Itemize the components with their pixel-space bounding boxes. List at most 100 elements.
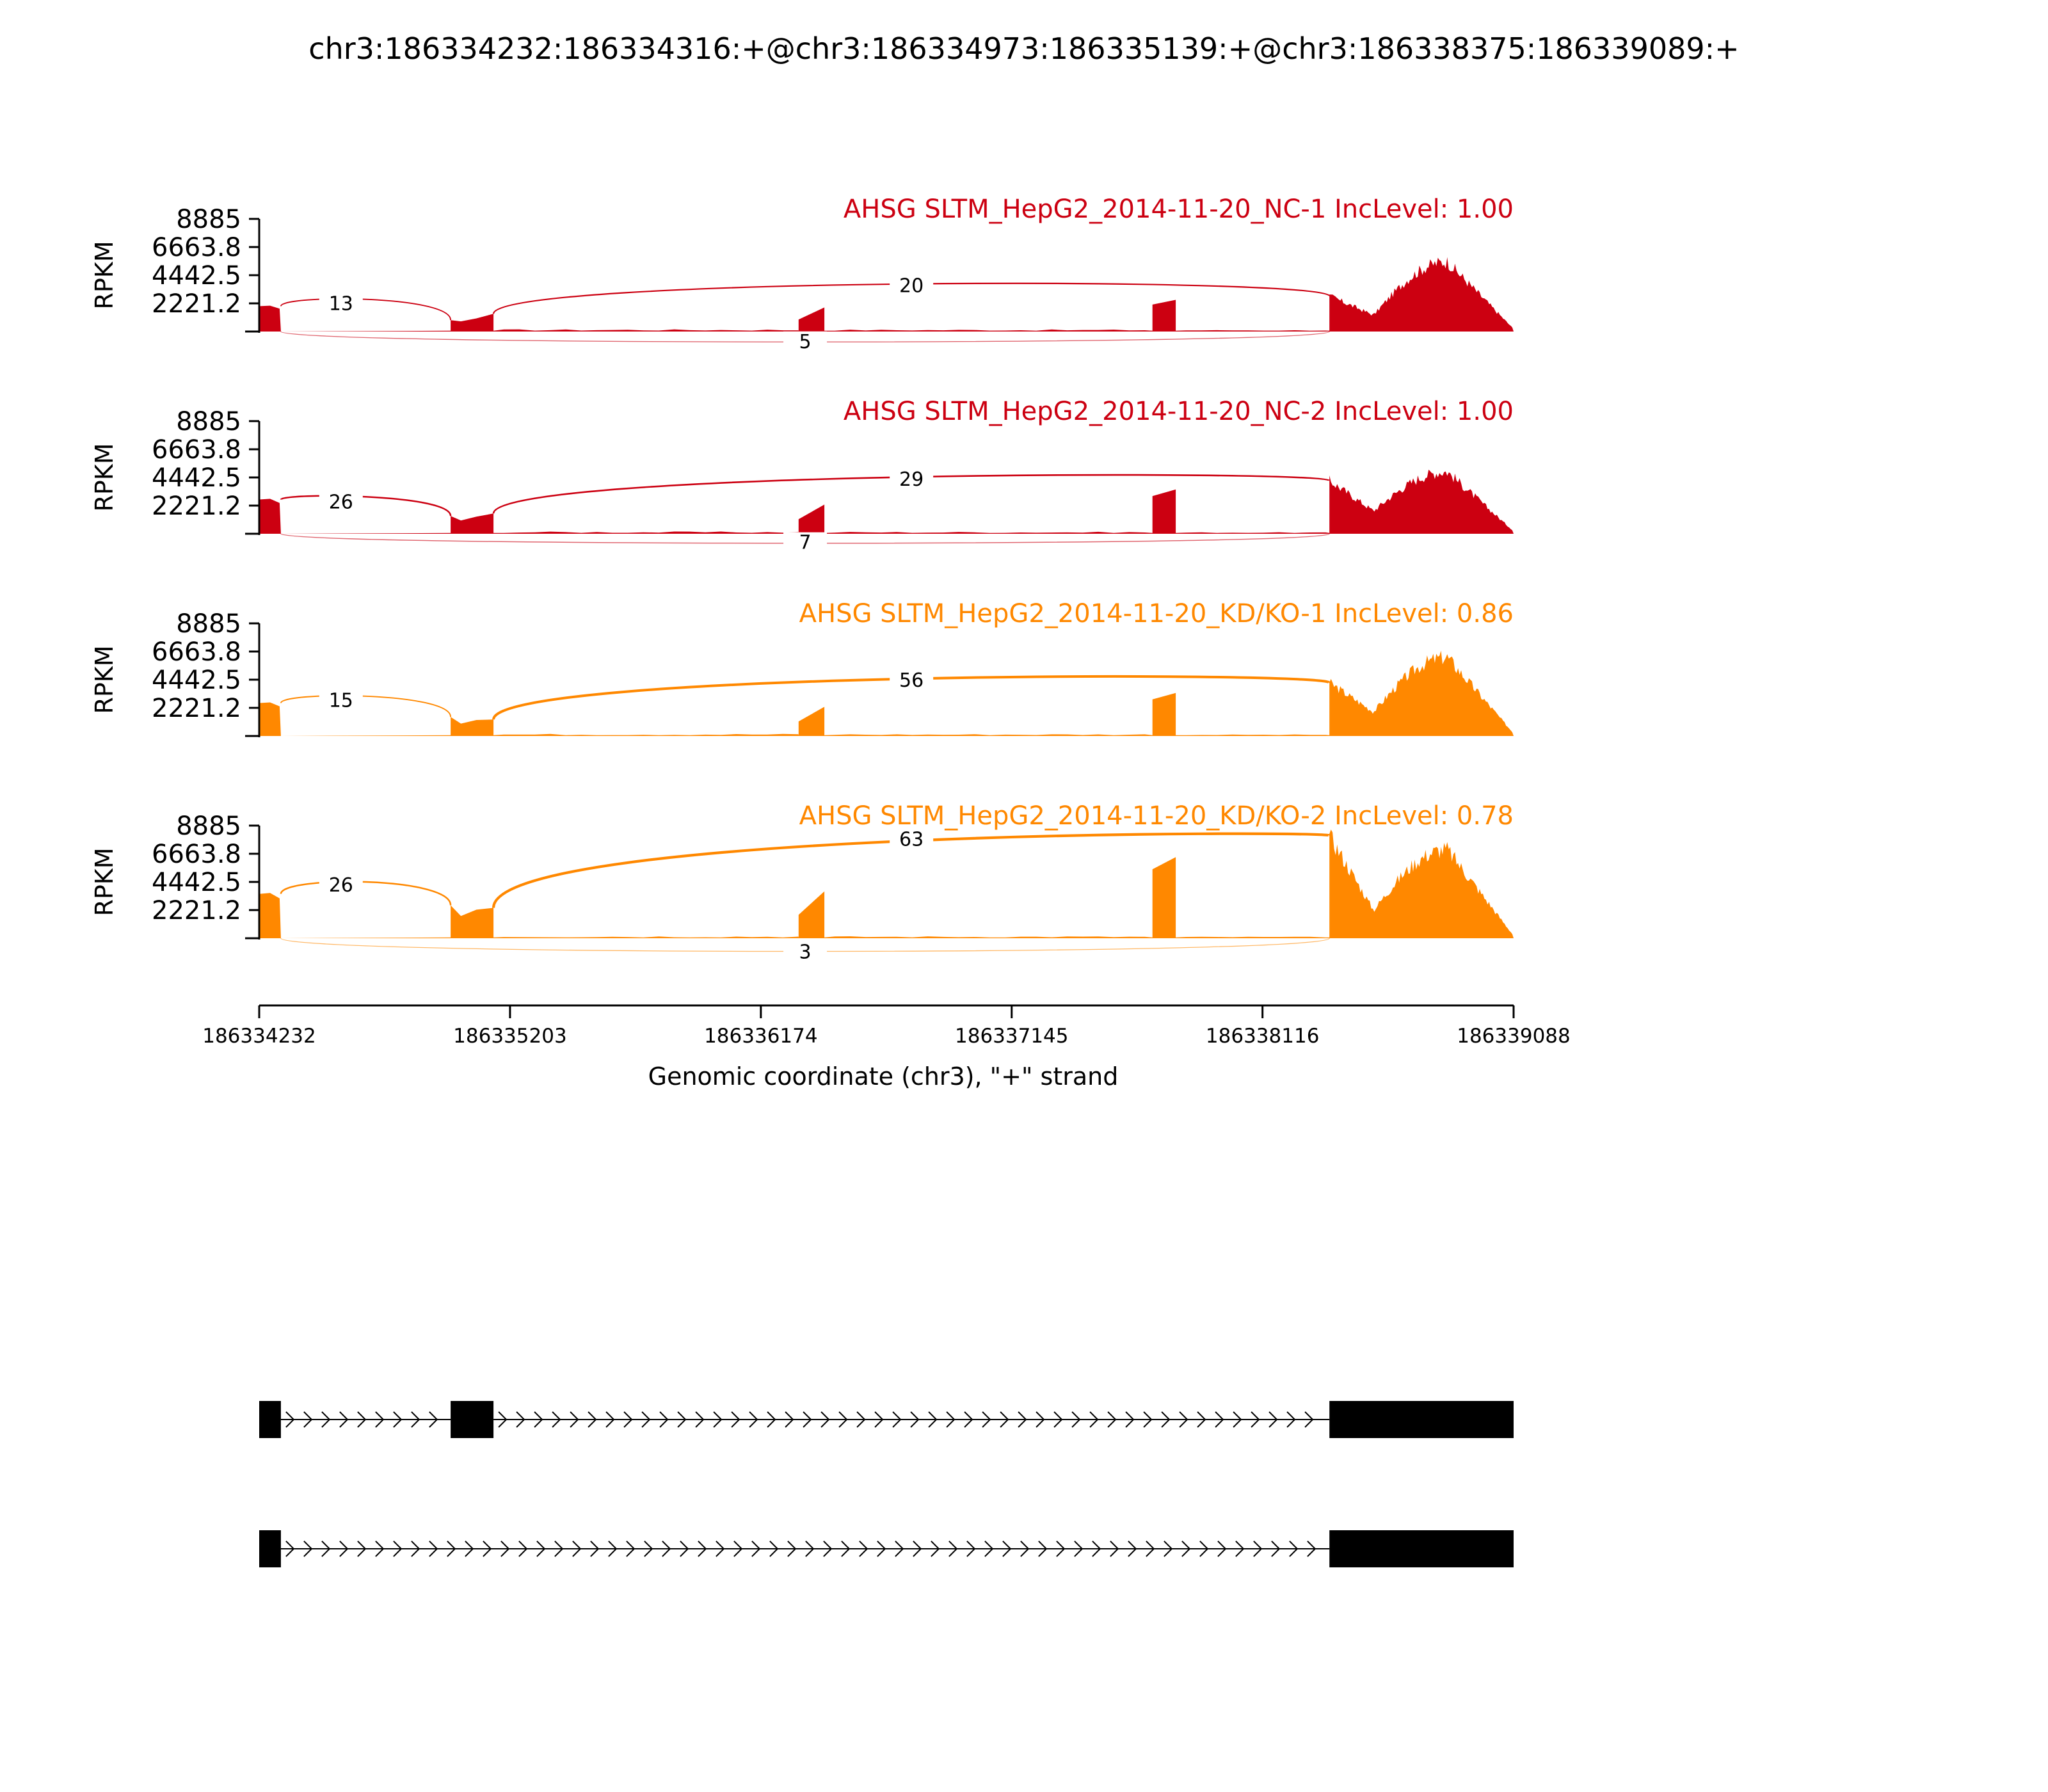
strand-chevron xyxy=(375,1411,385,1428)
strand-chevron xyxy=(1217,1540,1227,1557)
strand-chevron xyxy=(982,1411,991,1428)
strand-chevron xyxy=(751,1540,761,1557)
junction-count: 3 xyxy=(799,941,812,963)
strand-chevron xyxy=(823,1540,833,1557)
strand-chevron xyxy=(767,1411,776,1428)
strand-chevron xyxy=(820,1411,830,1428)
strand-chevron xyxy=(1215,1411,1224,1428)
junction-label-bg xyxy=(319,874,363,898)
strand-chevron xyxy=(1020,1540,1030,1557)
strand-chevron xyxy=(928,1411,938,1428)
strand-chevron xyxy=(785,1411,794,1428)
strand-chevron xyxy=(931,1540,940,1557)
strand-chevron xyxy=(1074,1540,1084,1557)
strand-chevron xyxy=(892,1411,902,1428)
junction-count: 15 xyxy=(329,690,353,712)
strand-chevron xyxy=(1164,1540,1173,1557)
strand-chevron xyxy=(339,1411,349,1428)
strand-chevron xyxy=(500,1540,510,1557)
strand-chevron xyxy=(570,1411,579,1428)
sample-title: AHSG SLTM_HepG2_2014-11-20_KD/KO-2 IncLe… xyxy=(799,801,1514,831)
strand-chevron xyxy=(357,1411,367,1428)
strand-chevron xyxy=(641,1411,651,1428)
strand-chevron xyxy=(590,1540,600,1557)
sample-title: AHSG SLTM_HepG2_2014-11-20_KD/KO-1 IncLe… xyxy=(799,599,1514,628)
strand-chevron xyxy=(984,1540,994,1557)
strand-chevron xyxy=(1304,1411,1314,1428)
junction-label-bg xyxy=(890,275,934,299)
strand-chevron xyxy=(572,1540,582,1557)
coverage-area xyxy=(259,469,1514,534)
strand-chevron xyxy=(1056,1540,1066,1557)
strand-chevron xyxy=(1000,1411,1009,1428)
y-tick-label: 8885 xyxy=(176,812,241,841)
strand-chevron xyxy=(588,1411,597,1428)
junction-count: 26 xyxy=(329,492,353,514)
y-tick-label: 8885 xyxy=(176,407,241,436)
strand-chevron xyxy=(680,1540,689,1557)
strand-chevron xyxy=(1289,1540,1299,1557)
strand-chevron xyxy=(1002,1540,1012,1557)
strand-chevron xyxy=(1143,1411,1153,1428)
strand-chevron xyxy=(303,1540,313,1557)
strand-chevron xyxy=(1307,1540,1316,1557)
strand-chevron xyxy=(1146,1540,1155,1557)
strand-chevron xyxy=(536,1540,546,1557)
strand-chevron xyxy=(877,1540,886,1557)
exon-block xyxy=(1329,1530,1514,1567)
strand-chevron xyxy=(1018,1411,1027,1428)
strand-chevron xyxy=(1233,1411,1242,1428)
junction-count: 56 xyxy=(899,669,924,692)
junction-count: 13 xyxy=(329,292,353,315)
isoform-track xyxy=(259,1401,1514,1567)
strand-chevron xyxy=(623,1411,633,1428)
x-tick-label: 186337145 xyxy=(955,1025,1069,1048)
x-tick-label: 186334232 xyxy=(202,1025,316,1048)
junction-count: 5 xyxy=(799,331,812,353)
strand-chevron xyxy=(321,1411,331,1428)
strand-chevron xyxy=(552,1411,561,1428)
strand-chevron xyxy=(1107,1411,1117,1428)
strand-chevron xyxy=(411,1540,420,1557)
y-tick-label: 4442.5 xyxy=(152,261,241,291)
strand-chevron xyxy=(1128,1540,1137,1557)
strand-chevron xyxy=(429,1411,438,1428)
strand-chevron xyxy=(339,1540,349,1557)
strand-chevron xyxy=(1161,1411,1171,1428)
junction-count: 63 xyxy=(899,829,924,851)
exon-block xyxy=(259,1530,281,1567)
junction-arc xyxy=(280,695,452,717)
strand-chevron xyxy=(713,1411,723,1428)
x-tick-label: 186339088 xyxy=(1457,1025,1571,1048)
x-axis-label: Genomic coordinate (chr3), "+" strand xyxy=(648,1062,1119,1091)
strand-chevron xyxy=(465,1540,474,1557)
sample-title: AHSG SLTM_HepG2_2014-11-20_NC-2 IncLevel… xyxy=(844,397,1514,426)
junction-label-bg xyxy=(890,468,934,492)
strand-chevron xyxy=(303,1411,313,1428)
strand-chevron xyxy=(1251,1411,1260,1428)
strand-chevron xyxy=(447,1540,456,1557)
strand-chevron xyxy=(516,1411,525,1428)
junction-arc xyxy=(280,881,452,906)
strand-chevron xyxy=(534,1411,543,1428)
strand-chevron xyxy=(411,1411,420,1428)
strand-chevron xyxy=(731,1411,740,1428)
strand-chevron xyxy=(1271,1540,1281,1557)
y-tick-label: 4442.5 xyxy=(152,666,241,695)
junction-label-bg xyxy=(890,669,934,693)
exon-block xyxy=(1329,1401,1514,1438)
y-tick-label: 2221.2 xyxy=(152,289,241,319)
strand-chevron xyxy=(1197,1411,1206,1428)
coverage-area xyxy=(259,257,1514,332)
strand-chevron xyxy=(1253,1540,1263,1557)
y-tick-label: 2221.2 xyxy=(152,694,241,723)
strand-chevron xyxy=(948,1540,958,1557)
y-axis-label: RPKM xyxy=(90,443,118,511)
strand-chevron xyxy=(1038,1540,1048,1557)
strand-chevron xyxy=(964,1411,973,1428)
junction-label-bg xyxy=(319,690,363,714)
